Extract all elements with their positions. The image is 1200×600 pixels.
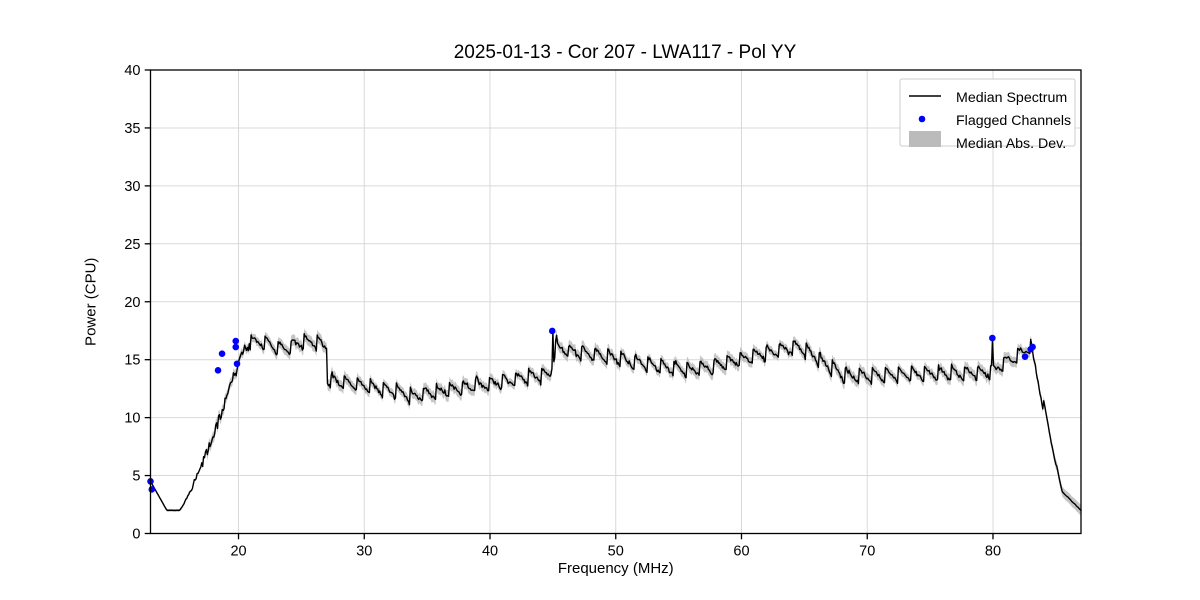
- svg-text:0: 0: [132, 527, 140, 543]
- svg-text:35: 35: [124, 121, 140, 137]
- svg-text:15: 15: [124, 353, 140, 369]
- svg-text:20: 20: [124, 295, 140, 311]
- svg-text:40: 40: [124, 63, 140, 79]
- svg-text:Frequency (MHz): Frequency (MHz): [558, 560, 674, 577]
- svg-text:2025-01-13 - Cor 207 - LWA117: 2025-01-13 - Cor 207 - LWA117 - Pol YY: [454, 42, 797, 63]
- svg-text:20: 20: [230, 544, 246, 560]
- svg-text:5: 5: [132, 469, 140, 485]
- svg-text:50: 50: [608, 544, 624, 560]
- svg-text:Flagged Channels: Flagged Channels: [956, 113, 1071, 129]
- svg-text:60: 60: [733, 544, 749, 560]
- svg-text:70: 70: [859, 544, 875, 560]
- svg-text:Power (CPU): Power (CPU): [83, 258, 100, 346]
- svg-text:40: 40: [482, 544, 498, 560]
- svg-text:30: 30: [356, 544, 372, 560]
- svg-text:Median Spectrum: Median Spectrum: [956, 90, 1067, 106]
- svg-text:Median Abs. Dev.: Median Abs. Dev.: [956, 136, 1066, 152]
- svg-text:30: 30: [124, 179, 140, 195]
- svg-text:10: 10: [124, 411, 140, 427]
- svg-text:25: 25: [124, 237, 140, 253]
- svg-text:80: 80: [985, 544, 1001, 560]
